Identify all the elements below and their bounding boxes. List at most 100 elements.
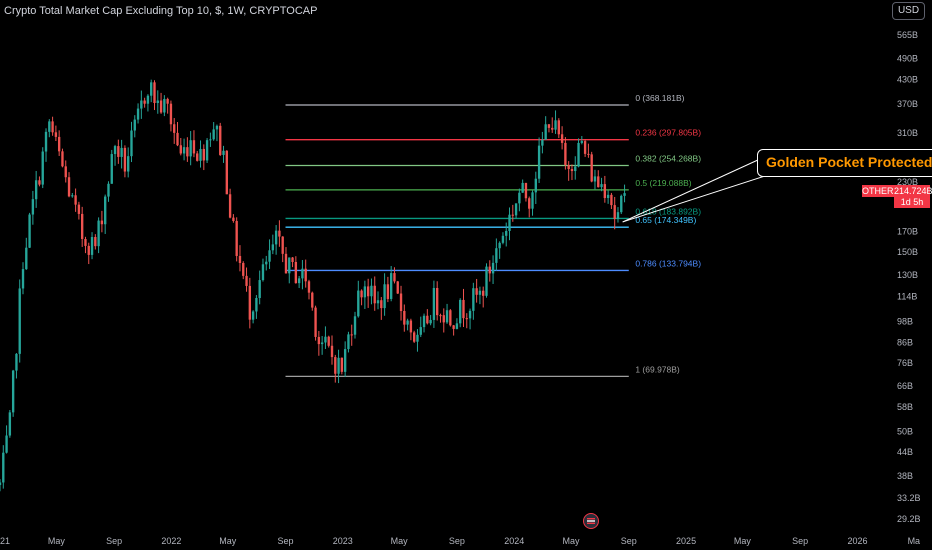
candle-body [422,315,426,328]
candle-body [324,336,327,343]
candle-body [11,370,15,413]
symbol-label: OTHERS [862,185,900,197]
x-tick-label: 2021 [0,536,10,546]
candle-body [574,166,577,172]
candle-body [528,198,531,209]
candle-body [274,230,278,245]
candle-body [104,196,107,225]
candle-body [432,287,436,320]
candle-body [117,146,120,157]
candle-body [393,273,396,282]
candle-body [587,153,590,155]
candle-body [48,121,51,132]
golden-pocket-callout[interactable]: Golden Pocket Protected [757,149,932,177]
candle-body [491,262,495,274]
x-tick-label: Ma [908,536,921,546]
candle-body [495,248,498,263]
candle-body [18,288,21,354]
candle-body [235,220,238,256]
candle-body [251,311,255,320]
candle-body [67,177,71,197]
callout-pointer-line [622,158,761,223]
candle-body [242,262,245,276]
candle-body [143,100,146,104]
candle-body [311,292,314,308]
candle-body [163,98,166,113]
candle-body [51,121,54,133]
x-tick-label: Sep [449,536,465,546]
candle-body [176,132,179,146]
candle-body [511,214,514,216]
candle-body [389,273,393,299]
y-tick-label: 370B [897,99,918,109]
candle-body [255,298,258,312]
candle-body [600,184,603,188]
candle-body [301,268,304,279]
x-tick-label: May [219,536,237,546]
x-tick-label: May [563,536,581,546]
candle-body [442,315,445,323]
candle-body [439,315,442,317]
fib-level-label: 0.618 (183.892B) [635,206,701,216]
candle-body [307,281,311,293]
x-tick-label: 2022 [161,536,181,546]
currency-button[interactable]: USD [892,2,925,20]
candle-body [531,192,534,209]
bar-countdown-label: 1d 5h [894,197,930,208]
candle-body [340,357,344,372]
y-tick-label: 430B [897,75,918,85]
candle-body [228,194,232,218]
candle-body [603,184,607,199]
candle-body [610,194,613,206]
candle-body [501,235,505,243]
fib-level-label: 0.65 (174.349B) [635,215,696,225]
x-tick-label: 2024 [504,536,524,546]
candle-body [212,129,215,140]
candle-body [314,307,317,337]
y-tick-label: 565B [897,30,918,40]
candle-body [133,119,136,131]
candle-body [74,195,77,205]
candle-body [468,310,472,319]
candle-body [284,253,288,274]
candle-body [547,124,551,128]
candle-body [593,176,597,182]
candle-body [541,139,544,146]
y-tick-label: 29.2B [897,514,921,524]
candle-body [77,204,81,214]
fib-level-label: 0 (368.181B) [635,93,684,103]
candle-body [297,278,301,284]
candle-body [472,288,475,311]
candle-body [21,269,25,289]
candle-body [347,334,350,350]
candle-body [258,280,261,299]
candle-body [485,266,488,296]
candle-body [100,220,104,225]
x-tick-label: Sep [792,536,808,546]
candle-body [337,357,340,374]
candle-body [186,147,189,157]
candle-body [551,127,554,130]
x-tick-label: 2023 [333,536,353,546]
candle-body [412,332,416,342]
candle-body [169,103,173,125]
candle-body [120,147,123,157]
candle-body [245,275,248,286]
candle-body [465,318,468,320]
candle-body [334,357,337,374]
candle-body [192,140,196,154]
candle-body [429,319,432,324]
flag-icon[interactable] [583,513,599,529]
candle-body [570,169,574,172]
fib-retracement: 0 (368.181B) 0.236 (297.805B) 0.382 (254.2… [285,93,701,378]
candle-body [153,82,156,104]
candle-body [87,245,90,255]
y-tick-label: 50B [897,426,913,436]
candle-body [327,336,330,346]
candle-body [557,120,560,135]
candle-body [577,142,580,167]
candle-body [317,336,321,345]
candle-body [482,290,485,296]
candle-body [534,178,537,193]
